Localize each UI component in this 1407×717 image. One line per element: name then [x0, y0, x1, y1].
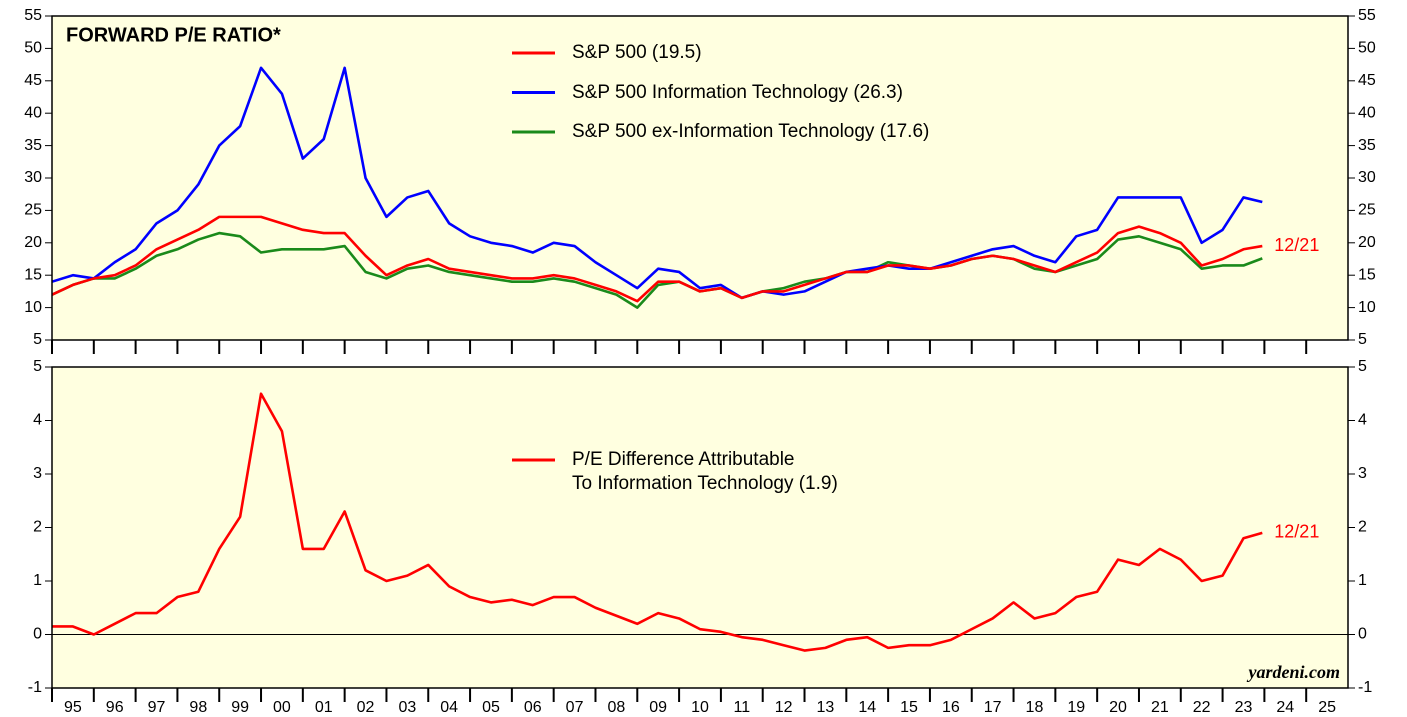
y-tick-label: 55	[24, 7, 42, 24]
x-tick-label: 16	[942, 699, 960, 716]
chart-title: FORWARD P/E RATIO*	[66, 24, 281, 46]
x-tick-label: 24	[1276, 699, 1294, 716]
y-tick-label: 25	[24, 202, 42, 219]
y-tick-label: 45	[24, 72, 42, 89]
x-tick-label: 20	[1109, 699, 1127, 716]
y-tick-label-right: 5	[1358, 358, 1367, 375]
x-tick-label: 21	[1151, 699, 1169, 716]
y-tick-label-right: -1	[1358, 679, 1372, 696]
plot-area	[52, 16, 1348, 340]
x-tick-label: 98	[189, 699, 207, 716]
x-tick-label: 96	[106, 699, 124, 716]
x-tick-label: 12	[775, 699, 793, 716]
plot-area	[52, 367, 1348, 688]
y-tick-label-right: 45	[1358, 72, 1376, 89]
y-tick-label-right: 55	[1358, 7, 1376, 24]
x-tick-label: 04	[440, 699, 458, 716]
y-tick-label: -1	[28, 679, 42, 696]
x-tick-label: 15	[900, 699, 918, 716]
y-tick-label-right: 35	[1358, 137, 1376, 154]
y-tick-label: 35	[24, 137, 42, 154]
y-tick-label-right: 25	[1358, 202, 1376, 219]
x-tick-label: 14	[858, 699, 876, 716]
y-tick-label-right: 30	[1358, 169, 1376, 186]
y-tick-label-right: 4	[1358, 412, 1367, 429]
legend-label: S&P 500 (19.5)	[572, 42, 702, 63]
y-tick-label-right: 5	[1358, 331, 1367, 348]
x-tick-label: 23	[1235, 699, 1253, 716]
y-tick-label-right: 3	[1358, 465, 1367, 482]
data-line	[52, 66, 1263, 300]
y-tick-label: 30	[24, 169, 42, 186]
y-tick-label-right: 50	[1358, 40, 1376, 57]
y-tick-label: 4	[33, 412, 42, 429]
x-tick-label: 03	[398, 699, 416, 716]
y-tick-label-right: 10	[1358, 299, 1376, 316]
x-tick-label: 06	[524, 699, 542, 716]
x-tick-label: 19	[1067, 699, 1085, 716]
x-tick-label: 17	[984, 699, 1002, 716]
y-tick-label: 15	[24, 266, 42, 283]
y-tick-label-right: 20	[1358, 234, 1376, 251]
y-tick-label: 40	[24, 104, 42, 121]
data-line	[52, 215, 1263, 303]
y-tick-label: 1	[33, 572, 42, 589]
y-tick-label-right: 40	[1358, 104, 1376, 121]
x-tick-label: 10	[691, 699, 709, 716]
x-tick-label: 99	[231, 699, 249, 716]
plot-frame	[51, 15, 1349, 341]
series-group	[52, 66, 1263, 309]
source: yardeni.com	[1247, 662, 1341, 682]
legend-label: P/E Difference Attributable To Informati…	[572, 449, 838, 494]
x-tick-label: 05	[482, 699, 500, 716]
x-tick-label: 95	[64, 699, 82, 716]
data-line	[52, 392, 1263, 652]
x-tick-label: 18	[1026, 699, 1044, 716]
x-tick-label: 13	[817, 699, 835, 716]
y-tick-label: 5	[33, 331, 42, 348]
y-tick-label-right: 2	[1358, 519, 1367, 536]
series-group	[52, 392, 1263, 652]
x-tick-label: 00	[273, 699, 291, 716]
legend-label: S&P 500 ex-Information Technology (17.6)	[572, 121, 930, 142]
x-tick-label: 02	[357, 699, 375, 716]
y-tick-label: 20	[24, 234, 42, 251]
x-tick-label: 11	[734, 699, 751, 716]
y-tick-label-right: 15	[1358, 266, 1376, 283]
x-tick-label: 01	[315, 699, 333, 716]
y-tick-label-right: 1	[1358, 572, 1367, 589]
x-tick-label: 08	[607, 699, 625, 716]
y-tick-label: 5	[33, 358, 42, 375]
plot-frame	[51, 366, 1349, 689]
y-tick-label: 2	[33, 519, 42, 536]
x-tick-label: 07	[566, 699, 584, 716]
legend-label: S&P 500 Information Technology (26.3)	[572, 81, 903, 103]
y-tick-label-right: 0	[1358, 626, 1367, 643]
x-tick-label: 09	[649, 699, 667, 716]
x-tick-label: 25	[1318, 699, 1336, 716]
y-tick-label: 10	[24, 299, 42, 316]
y-tick-label: 3	[33, 465, 42, 482]
end-annotation: 12/21	[1274, 235, 1319, 255]
x-tick-label: 22	[1193, 699, 1211, 716]
end-annotation: 12/21	[1274, 522, 1319, 542]
x-tick-label: 97	[148, 699, 166, 716]
y-tick-label: 0	[33, 626, 42, 643]
y-tick-label: 50	[24, 40, 42, 57]
